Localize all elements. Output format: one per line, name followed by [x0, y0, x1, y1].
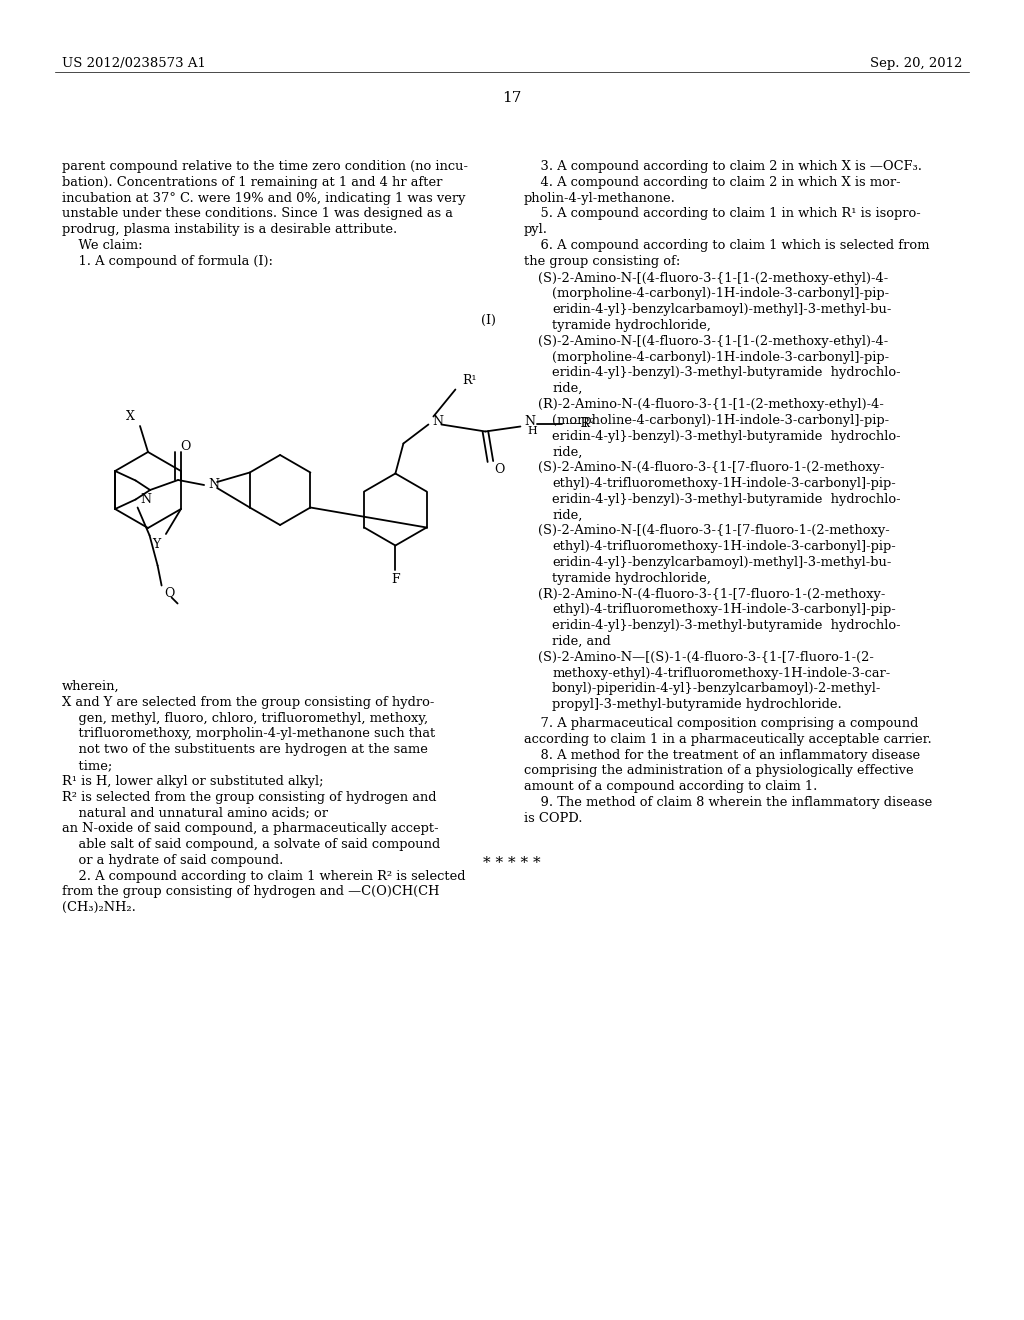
Text: from the group consisting of hydrogen and —C(O)CH(CH: from the group consisting of hydrogen an…	[62, 886, 439, 899]
Text: 4. A compound according to claim 2 in which X is mor-: 4. A compound according to claim 2 in wh…	[524, 176, 901, 189]
Text: X: X	[126, 411, 134, 424]
Text: or a hydrate of said compound.: or a hydrate of said compound.	[62, 854, 284, 867]
Text: X and Y are selected from the group consisting of hydro-: X and Y are selected from the group cons…	[62, 696, 434, 709]
Text: ethyl)-4-trifluoromethoxy-1H-indole-3-carbonyl]-pip-: ethyl)-4-trifluoromethoxy-1H-indole-3-ca…	[552, 603, 896, 616]
Text: propyl]-3-methyl-butyramide hydrochloride.: propyl]-3-methyl-butyramide hydrochlorid…	[552, 698, 842, 711]
Text: 7. A pharmaceutical composition comprising a compound: 7. A pharmaceutical composition comprisi…	[524, 717, 919, 730]
Text: time;: time;	[62, 759, 113, 772]
Text: 9. The method of claim 8 wherein the inflammatory disease: 9. The method of claim 8 wherein the inf…	[524, 796, 932, 809]
Text: N: N	[432, 414, 443, 428]
Text: N: N	[524, 414, 535, 428]
Text: unstable under these conditions. Since 1 was designed as a: unstable under these conditions. Since 1…	[62, 207, 453, 220]
Text: 6. A compound according to claim 1 which is selected from: 6. A compound according to claim 1 which…	[524, 239, 930, 252]
Text: incubation at 37° C. were 19% and 0%, indicating 1 was very: incubation at 37° C. were 19% and 0%, in…	[62, 191, 466, 205]
Text: is COPD.: is COPD.	[524, 812, 583, 825]
Text: tyramide hydrochloride,: tyramide hydrochloride,	[552, 319, 711, 333]
Text: 5. A compound according to claim 1 in which R¹ is isopro-: 5. A compound according to claim 1 in wh…	[524, 207, 921, 220]
Text: H: H	[527, 425, 538, 436]
Text: eridin-4-yl}-benzyl)-3-methyl-butyramide  hydrochlo-: eridin-4-yl}-benzyl)-3-methyl-butyramide…	[552, 492, 901, 506]
Text: (S)-2-Amino-N-[(4-fluoro-3-{1-[1-(2-methoxy-ethyl)-4-: (S)-2-Amino-N-[(4-fluoro-3-{1-[1-(2-meth…	[538, 335, 888, 347]
Text: O: O	[180, 440, 190, 453]
Text: eridin-4-yl}-benzyl)-3-methyl-butyramide  hydrochlo-: eridin-4-yl}-benzyl)-3-methyl-butyramide…	[552, 619, 901, 632]
Text: (CH₃)₂NH₂.: (CH₃)₂NH₂.	[62, 902, 136, 915]
Text: an N-oxide of said compound, a pharmaceutically accept-: an N-oxide of said compound, a pharmaceu…	[62, 822, 438, 836]
Text: ethyl)-4-trifluoromethoxy-1H-indole-3-carbonyl]-pip-: ethyl)-4-trifluoromethoxy-1H-indole-3-ca…	[552, 477, 896, 490]
Text: tyramide hydrochloride,: tyramide hydrochloride,	[552, 572, 711, 585]
Text: Y: Y	[152, 539, 160, 552]
Text: comprising the administration of a physiologically effective: comprising the administration of a physi…	[524, 764, 913, 777]
Text: natural and unnatural amino acids; or: natural and unnatural amino acids; or	[62, 807, 328, 820]
Text: eridin-4-yl}-benzylcarbamoyl)-methyl]-3-methyl-bu-: eridin-4-yl}-benzylcarbamoyl)-methyl]-3-…	[552, 304, 891, 317]
Text: (morpholine-4-carbonyl)-1H-indole-3-carbonyl]-pip-: (morpholine-4-carbonyl)-1H-indole-3-carb…	[552, 351, 889, 363]
Text: R¹: R¹	[462, 374, 476, 387]
Text: (morpholine-4-carbonyl)-1H-indole-3-carbonyl]-pip-: (morpholine-4-carbonyl)-1H-indole-3-carb…	[552, 288, 889, 301]
Text: O: O	[495, 463, 505, 477]
Text: trifluoromethoxy, morpholin-4-yl-methanone such that: trifluoromethoxy, morpholin-4-yl-methano…	[62, 727, 435, 741]
Text: according to claim 1 in a pharmaceutically acceptable carrier.: according to claim 1 in a pharmaceutical…	[524, 733, 932, 746]
Text: —R²: —R²	[569, 417, 596, 430]
Text: US 2012/0238573 A1: US 2012/0238573 A1	[62, 57, 206, 70]
Text: (R)-2-Amino-N-(4-fluoro-3-{1-[7-fluoro-1-(2-methoxy-: (R)-2-Amino-N-(4-fluoro-3-{1-[7-fluoro-1…	[538, 587, 886, 601]
Text: ride,: ride,	[552, 383, 583, 395]
Text: (S)-2-Amino-N—[(S)-1-(4-fluoro-3-{1-[7-fluoro-1-(2-: (S)-2-Amino-N—[(S)-1-(4-fluoro-3-{1-[7-f…	[538, 651, 873, 664]
Text: 2. A compound according to claim 1 wherein R² is selected: 2. A compound according to claim 1 where…	[62, 870, 466, 883]
Text: amount of a compound according to claim 1.: amount of a compound according to claim …	[524, 780, 817, 793]
Text: eridin-4-yl}-benzyl)-3-methyl-butyramide  hydrochlo-: eridin-4-yl}-benzyl)-3-methyl-butyramide…	[552, 367, 901, 379]
Text: 3. A compound according to claim 2 in which X is —OCF₃.: 3. A compound according to claim 2 in wh…	[524, 160, 922, 173]
Text: R² is selected from the group consisting of hydrogen and: R² is selected from the group consisting…	[62, 791, 436, 804]
Text: bation). Concentrations of 1 remaining at 1 and 4 hr after: bation). Concentrations of 1 remaining a…	[62, 176, 442, 189]
Text: ride,: ride,	[552, 445, 583, 458]
Text: wherein,: wherein,	[62, 680, 120, 693]
Text: (R)-2-Amino-N-(4-fluoro-3-{1-[1-(2-methoxy-ethyl)-4-: (R)-2-Amino-N-(4-fluoro-3-{1-[1-(2-metho…	[538, 399, 884, 411]
Text: Sep. 20, 2012: Sep. 20, 2012	[869, 57, 962, 70]
Text: We claim:: We claim:	[62, 239, 142, 252]
Text: (S)-2-Amino-N-[(4-fluoro-3-{1-[7-fluoro-1-(2-methoxy-: (S)-2-Amino-N-[(4-fluoro-3-{1-[7-fluoro-…	[538, 524, 890, 537]
Text: (morpholine-4-carbonyl)-1H-indole-3-carbonyl]-pip-: (morpholine-4-carbonyl)-1H-indole-3-carb…	[552, 413, 889, 426]
Text: N: N	[140, 492, 152, 506]
Text: able salt of said compound, a solvate of said compound: able salt of said compound, a solvate of…	[62, 838, 440, 851]
Text: 17: 17	[503, 91, 521, 106]
Text: (S)-2-Amino-N-[(4-fluoro-3-{1-[1-(2-methoxy-ethyl)-4-: (S)-2-Amino-N-[(4-fluoro-3-{1-[1-(2-meth…	[538, 272, 888, 285]
Text: methoxy-ethyl)-4-trifluoromethoxy-1H-indole-3-car-: methoxy-ethyl)-4-trifluoromethoxy-1H-ind…	[552, 667, 890, 680]
Text: pyl.: pyl.	[524, 223, 548, 236]
Text: ethyl)-4-trifluoromethoxy-1H-indole-3-carbonyl]-pip-: ethyl)-4-trifluoromethoxy-1H-indole-3-ca…	[552, 540, 896, 553]
Text: eridin-4-yl}-benzylcarbamoyl)-methyl]-3-methyl-bu-: eridin-4-yl}-benzylcarbamoyl)-methyl]-3-…	[552, 556, 891, 569]
Text: ride, and: ride, and	[552, 635, 610, 648]
Text: O: O	[165, 587, 175, 601]
Text: * * * * *: * * * * *	[483, 855, 541, 870]
Text: (S)-2-Amino-N-(4-fluoro-3-{1-[7-fluoro-1-(2-methoxy-: (S)-2-Amino-N-(4-fluoro-3-{1-[7-fluoro-1…	[538, 461, 885, 474]
Text: eridin-4-yl}-benzyl)-3-methyl-butyramide  hydrochlo-: eridin-4-yl}-benzyl)-3-methyl-butyramide…	[552, 429, 901, 442]
Text: the group consisting of:: the group consisting of:	[524, 255, 680, 268]
Text: R¹ is H, lower alkyl or substituted alkyl;: R¹ is H, lower alkyl or substituted alky…	[62, 775, 324, 788]
Text: not two of the substituents are hydrogen at the same: not two of the substituents are hydrogen…	[62, 743, 428, 756]
Text: gen, methyl, fluoro, chloro, trifluoromethyl, methoxy,: gen, methyl, fluoro, chloro, trifluorome…	[62, 711, 428, 725]
Text: 8. A method for the treatment of an inflammatory disease: 8. A method for the treatment of an infl…	[524, 748, 921, 762]
Text: F: F	[391, 573, 399, 586]
Text: pholin-4-yl-methanone.: pholin-4-yl-methanone.	[524, 191, 676, 205]
Text: bonyl)-piperidin-4-yl}-benzylcarbamoyl)-2-methyl-: bonyl)-piperidin-4-yl}-benzylcarbamoyl)-…	[552, 682, 882, 696]
Text: 1. A compound of formula (I):: 1. A compound of formula (I):	[62, 255, 273, 268]
Text: parent compound relative to the time zero condition (no incu-: parent compound relative to the time zer…	[62, 160, 468, 173]
Text: (I): (I)	[481, 314, 496, 326]
Text: ride,: ride,	[552, 508, 583, 521]
Text: prodrug, plasma instability is a desirable attribute.: prodrug, plasma instability is a desirab…	[62, 223, 397, 236]
Text: N: N	[209, 479, 219, 491]
